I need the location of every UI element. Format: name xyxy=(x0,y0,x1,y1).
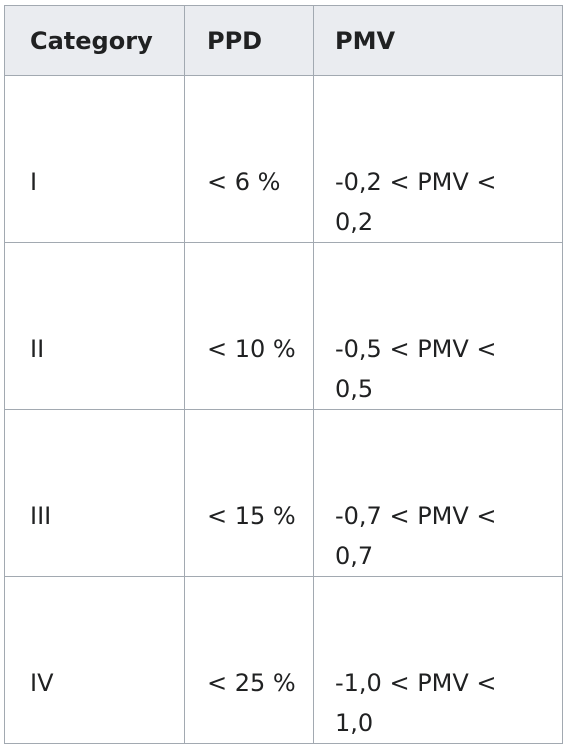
header-pmv: PMV xyxy=(313,5,563,76)
ppd-value: < 25 % xyxy=(207,669,296,697)
category-cell: III xyxy=(4,409,185,577)
ppd-value: < 6 % xyxy=(207,168,281,196)
category-value: III xyxy=(30,502,52,530)
category-cell: IV xyxy=(4,576,185,744)
ppd-value: < 15 % xyxy=(207,502,296,530)
pmv-cell: -1,0 < PMV < 1,0 xyxy=(313,576,563,744)
table-row: III < 15 % -0,7 < PMV < 0,7 xyxy=(4,409,563,577)
pmv-cell: -0,7 < PMV < 0,7 xyxy=(313,409,563,577)
table-header: Category PPD PMV xyxy=(4,5,563,76)
ppd-cell: < 15 % xyxy=(184,409,314,577)
header-row: Category PPD PMV xyxy=(4,5,563,76)
ppd-value: < 10 % xyxy=(207,335,296,363)
table-row: II < 10 % -0,5 < PMV < 0,5 xyxy=(4,242,563,410)
category-cell: II xyxy=(4,242,185,410)
table-body: I < 6 % -0,2 < PMV < 0,2 II < 10 % -0,5 … xyxy=(4,75,563,744)
category-cell: I xyxy=(4,75,185,243)
pmv-cell: -0,5 < PMV < 0,5 xyxy=(313,242,563,410)
header-ppd: PPD xyxy=(184,5,314,76)
pmv-value: -0,2 < PMV < 0,2 xyxy=(335,168,497,236)
table-row: I < 6 % -0,2 < PMV < 0,2 xyxy=(4,75,563,243)
category-value: I xyxy=(30,168,38,196)
comfort-category-table: Category PPD PMV I < 6 % -0,2 < PMV < 0,… xyxy=(4,5,563,744)
ppd-cell: < 6 % xyxy=(184,75,314,243)
table-row: IV < 25 % -1,0 < PMV < 1,0 xyxy=(4,576,563,744)
pmv-value: -0,7 < PMV < 0,7 xyxy=(335,502,497,570)
ppd-cell: < 10 % xyxy=(184,242,314,410)
pmv-value: -1,0 < PMV < 1,0 xyxy=(335,669,497,737)
header-category: Category xyxy=(4,5,185,76)
pmv-cell: -0,2 < PMV < 0,2 xyxy=(313,75,563,243)
category-value: II xyxy=(30,335,45,363)
category-value: IV xyxy=(30,669,54,697)
ppd-cell: < 25 % xyxy=(184,576,314,744)
pmv-value: -0,5 < PMV < 0,5 xyxy=(335,335,497,403)
